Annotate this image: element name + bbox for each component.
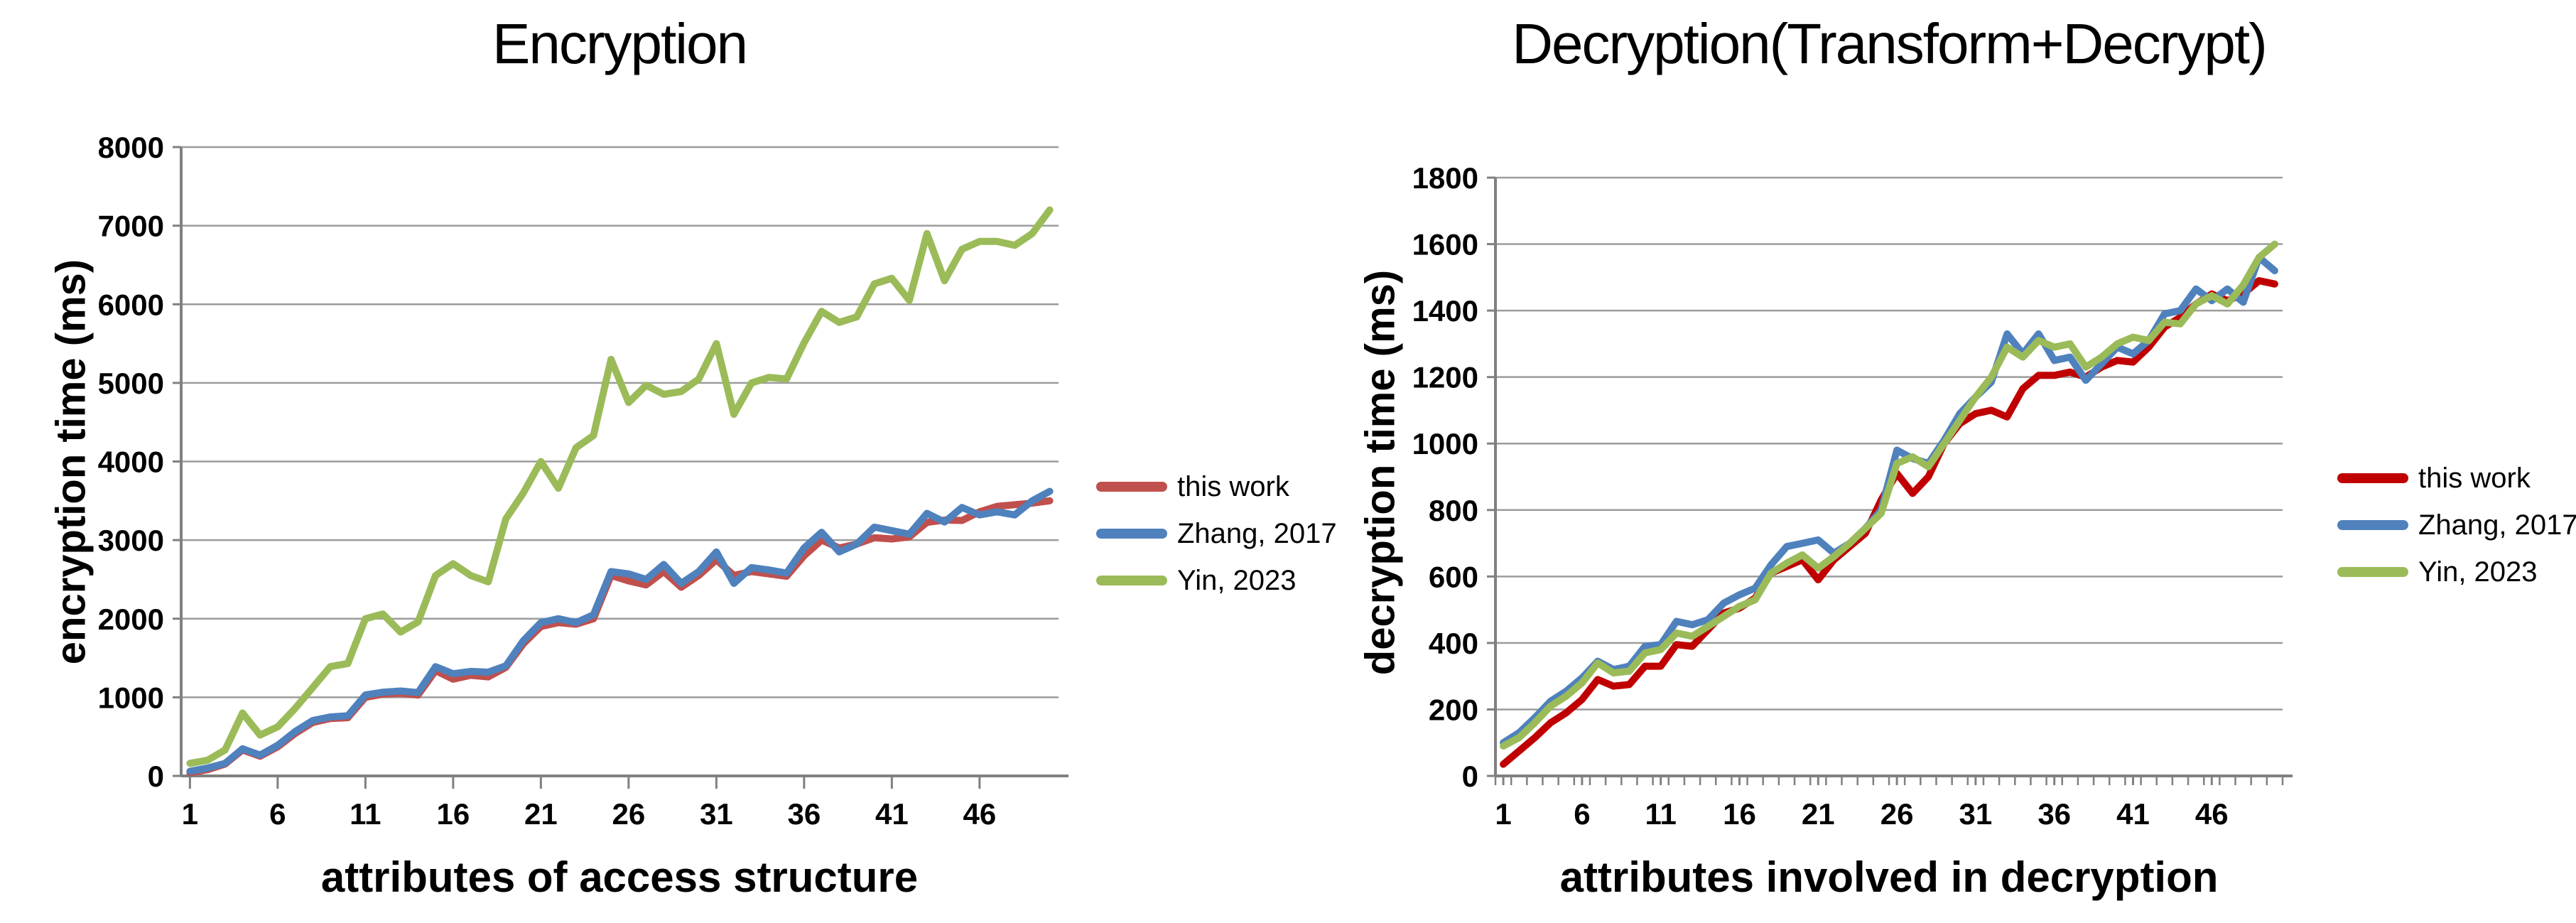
series-line-this-work — [186, 497, 1054, 777]
y-tick-label: 1400 — [1412, 294, 1478, 328]
legend-item: Yin, 2023 — [1096, 557, 1337, 604]
right-chart-title: Decryption(Transform+Decrypt) — [1512, 12, 2268, 75]
x-tick-label: 46 — [2195, 797, 2229, 831]
x-tick-label: 31 — [700, 797, 733, 831]
y-tick-label: 8000 — [98, 131, 164, 164]
y-tick-label: 1200 — [1412, 361, 1478, 394]
x-tick-label: 26 — [1880, 797, 1914, 831]
legend-label: this work — [2418, 462, 2531, 494]
y-tick-label: 1000 — [1412, 427, 1478, 460]
legend-label: Zhang, 2017 — [2418, 509, 2576, 541]
legend-line-swatch — [1096, 482, 1167, 492]
right-y-axis-title: decryption time (ms) — [1357, 269, 1404, 676]
x-tick-label: 11 — [1645, 797, 1676, 831]
legend-label: Yin, 2023 — [2418, 556, 2538, 588]
y-tick-label: 3000 — [98, 524, 164, 557]
y-tick-label: 200 — [1429, 693, 1478, 726]
y-tick-label: 1800 — [1412, 161, 1478, 195]
x-tick-label: 1 — [182, 797, 198, 831]
y-tick-label: 600 — [1429, 560, 1478, 593]
legend-line-swatch — [2337, 520, 2408, 530]
y-tick-label: 7000 — [98, 210, 164, 243]
legend-item: this work — [2337, 455, 2576, 502]
x-tick-label: 36 — [2037, 797, 2071, 831]
legend-line-swatch — [2337, 473, 2408, 483]
legend-item: this work — [1096, 463, 1337, 510]
y-tick-label: 4000 — [98, 446, 164, 479]
x-tick-label: 31 — [1959, 797, 1993, 831]
left-legend: this work Zhang, 2017 Yin, 2023 — [1096, 463, 1337, 604]
x-tick-label: 1 — [1495, 797, 1511, 831]
x-tick-label: 16 — [1723, 797, 1756, 831]
series-line-zhang-2017 — [186, 487, 1054, 775]
legend-label: this work — [1177, 470, 1289, 502]
right-x-axis-title: attributes involved in decryption — [1559, 853, 2219, 901]
y-tick-label: 1000 — [98, 681, 164, 714]
x-tick-label: 26 — [612, 797, 645, 831]
left-chart-title: Encryption — [492, 12, 748, 75]
legend-label: Yin, 2023 — [1177, 564, 1297, 596]
legend-item: Yin, 2023 — [2337, 549, 2576, 595]
legend-line-swatch — [1096, 576, 1167, 585]
legend-item: Zhang, 2017 — [2337, 502, 2576, 549]
y-tick-label: 1600 — [1412, 228, 1478, 261]
x-tick-label: 36 — [787, 797, 821, 831]
x-tick-label: 41 — [2116, 797, 2150, 831]
y-tick-label: 800 — [1429, 494, 1478, 527]
series-line-this-work — [1500, 277, 2278, 768]
x-tick-label: 11 — [350, 797, 381, 831]
y-tick-label: 0 — [1462, 760, 1478, 793]
x-tick-label: 21 — [1802, 797, 1835, 831]
x-tick-label: 16 — [436, 797, 470, 831]
y-tick-label: 6000 — [98, 288, 164, 321]
y-tick-label: 0 — [148, 760, 164, 793]
left-x-axis-title: attributes of access structure — [320, 853, 919, 901]
x-tick-label: 21 — [524, 797, 558, 831]
legend-label: Zhang, 2017 — [1177, 517, 1337, 549]
y-tick-label: 2000 — [98, 603, 164, 636]
right-legend: this work Zhang, 2017 Yin, 2023 — [2337, 455, 2576, 595]
x-tick-label: 6 — [1574, 797, 1590, 831]
x-tick-label: 46 — [963, 797, 996, 831]
y-tick-label: 5000 — [98, 367, 164, 400]
legend-item: Zhang, 2017 — [1096, 510, 1337, 557]
y-tick-label: 400 — [1429, 627, 1478, 660]
x-tick-label: 6 — [269, 797, 286, 831]
x-tick-label: 41 — [875, 797, 909, 831]
left-y-axis-title: encryption time (ms) — [48, 259, 94, 665]
legend-line-swatch — [1096, 529, 1167, 539]
series-line-yin-2023 — [186, 206, 1054, 767]
series-line-yin-2023 — [1500, 240, 2278, 750]
legend-line-swatch — [2337, 567, 2408, 577]
